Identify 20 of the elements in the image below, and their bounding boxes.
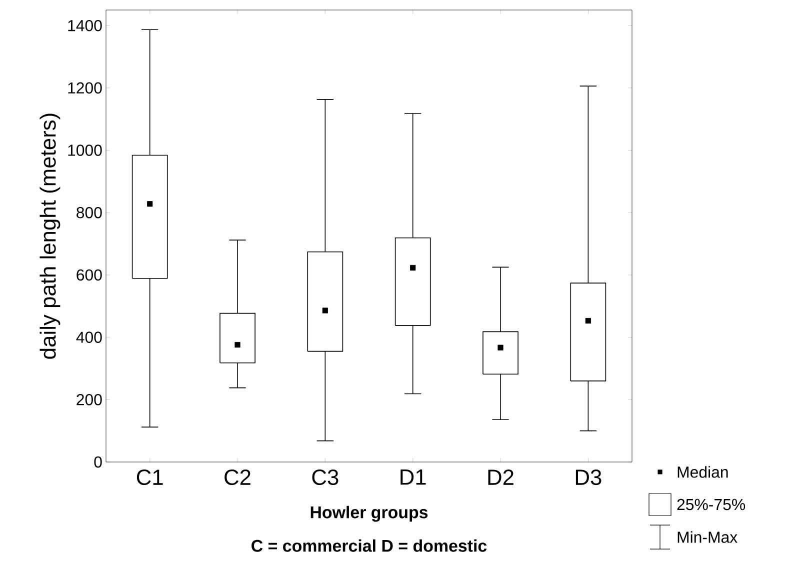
y-tick-label: 400 bbox=[76, 332, 102, 343]
x-tick-label: C2 bbox=[224, 470, 250, 486]
y-tick-label: 200 bbox=[76, 394, 102, 406]
y-tick-label: 1200 bbox=[68, 82, 102, 94]
text: C = commercial D = domestic bbox=[252, 539, 487, 552]
x-tick-label: D1 bbox=[400, 470, 426, 485]
y-tick-label: 1000 bbox=[68, 144, 102, 156]
y-tick-label: 600 bbox=[76, 269, 102, 281]
x-tick-label: D2 bbox=[488, 470, 514, 485]
y-tick-label: 800 bbox=[76, 206, 102, 218]
x-tick-label: C1 bbox=[136, 470, 163, 486]
y-tick-label: 1400 bbox=[68, 20, 102, 32]
x-tick-label: D3 bbox=[576, 470, 602, 486]
text: Min-Max bbox=[678, 531, 738, 543]
x-tick-label: C3 bbox=[312, 470, 338, 486]
y-axis-title: daily path lenght (meters) bbox=[40, 114, 60, 359]
text: 25%-75% bbox=[677, 498, 746, 510]
text: Median bbox=[678, 466, 728, 478]
y-tick-label: 0 bbox=[94, 456, 102, 468]
x-axis-title: Howler groups bbox=[310, 506, 428, 522]
